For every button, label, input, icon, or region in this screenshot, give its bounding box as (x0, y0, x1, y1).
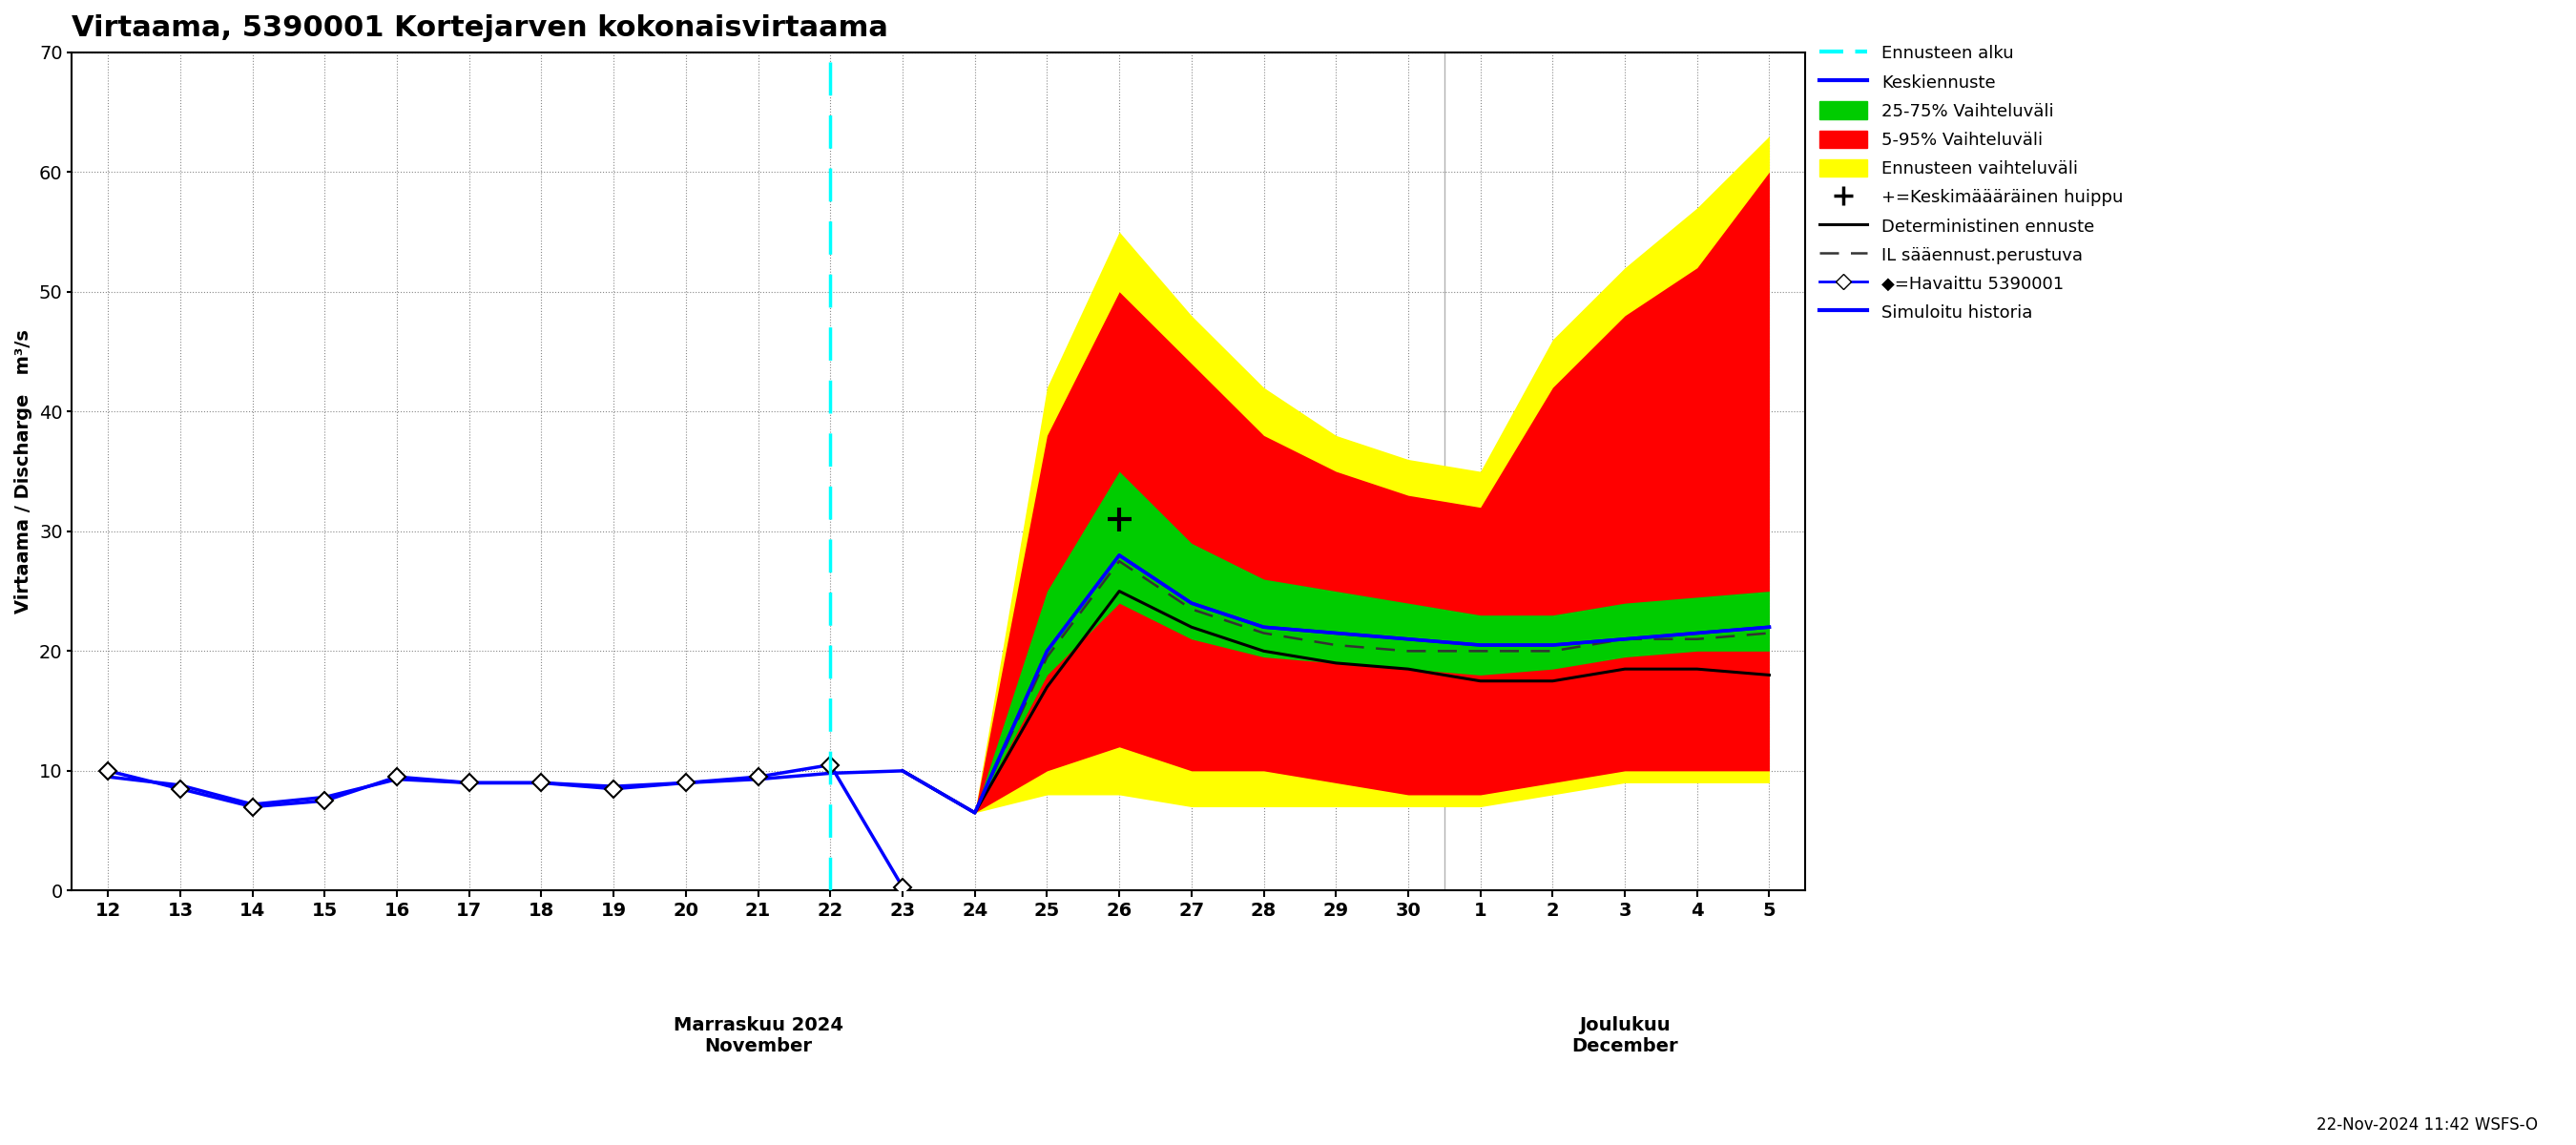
Text: Joulukuu
December: Joulukuu December (1571, 1017, 1677, 1056)
Text: Virtaama, 5390001 Kortejarven kokonaisvirtaama: Virtaama, 5390001 Kortejarven kokonaisvi… (72, 14, 889, 42)
Y-axis label: Virtaama / Discharge   m³/s: Virtaama / Discharge m³/s (15, 330, 33, 614)
Text: 22-Nov-2024 11:42 WSFS-O: 22-Nov-2024 11:42 WSFS-O (2316, 1116, 2537, 1134)
Text: Marraskuu 2024
November: Marraskuu 2024 November (672, 1017, 842, 1056)
Legend: Ennusteen alku, Keskiennuste, 25-75% Vaihteluväli, 5-95% Vaihteluväli, Ennusteen: Ennusteen alku, Keskiennuste, 25-75% Vai… (1819, 44, 2123, 322)
